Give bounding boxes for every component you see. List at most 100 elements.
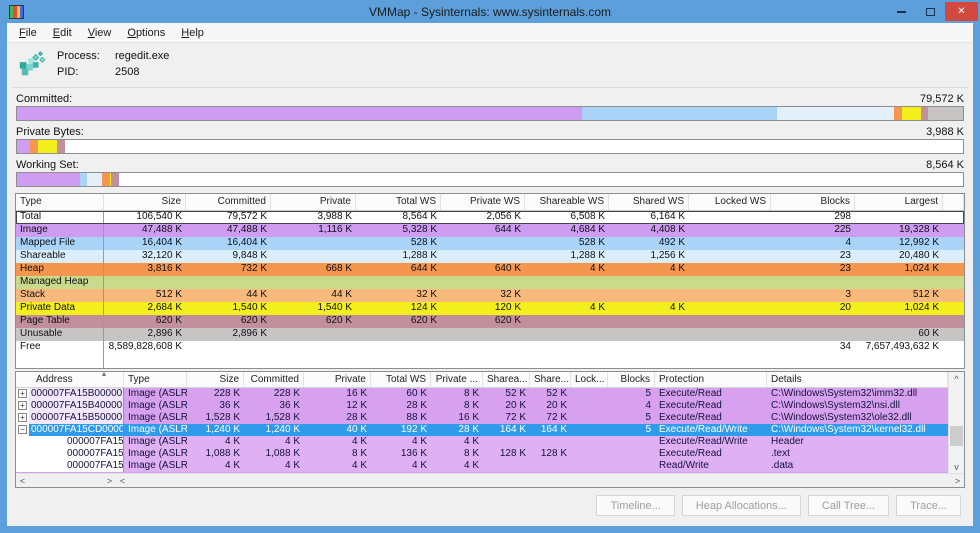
summary-row-free[interactable]: Free8,589,828,608 K347,657,493,632 K (16, 341, 964, 354)
summary-col-type[interactable]: Type (16, 194, 104, 210)
detail-row-4[interactable]: 000007FA15CD0000Image (ASLR)4 K4 K4 K4 K… (16, 436, 948, 448)
summary-col-blocks[interactable]: Blocks (771, 194, 855, 210)
menu-bar: FileEditViewOptionsHelp (7, 23, 973, 43)
summary-row-heap[interactable]: Heap3,816 K732 K668 K644 K640 K4 K4 K231… (16, 263, 964, 276)
bar-segment (582, 107, 777, 120)
detail-col-size[interactable]: Size (187, 372, 244, 387)
detail-col-address[interactable]: Address▴ (16, 372, 124, 387)
bar-segment (928, 107, 963, 120)
scroll-right-icon[interactable]: > (951, 474, 964, 487)
summary-col-size[interactable]: Size (104, 194, 186, 210)
detail-col-type[interactable]: Type (124, 372, 187, 387)
summary-row-private-data[interactable]: Private Data2,684 K1,540 K1,540 K124 K12… (16, 302, 964, 315)
type-cell: Stack (16, 289, 104, 302)
detail-col-private[interactable]: Private ... (431, 372, 483, 387)
detail-col-committed[interactable]: Committed (244, 372, 304, 387)
type-cell: Managed Heap (16, 276, 104, 289)
details-cell: C:\Windows\System32\imm32.dll (767, 388, 948, 400)
scroll-left-icon[interactable]: < (116, 474, 129, 487)
type-cell: Image (ASLR) (124, 388, 187, 400)
process-header: Process: regedit.exe PID: 2508 (7, 43, 973, 81)
scroll-left-icon[interactable]: < (16, 474, 29, 487)
summary-row-total[interactable]: Total106,540 K79,572 K3,988 K8,564 K2,05… (16, 211, 964, 224)
detail-row-0[interactable]: +000007FA15B00000Image (ASLR)228 K228 K1… (16, 388, 948, 400)
collapse-icon[interactable]: − (18, 425, 27, 434)
vertical-scroll-thumb[interactable] (950, 426, 963, 446)
bar-value: 3,988 K (926, 126, 964, 138)
detail-pane: Address▴TypeSizeCommittedPrivateTotal WS… (15, 371, 965, 488)
summary-col-shareable-ws[interactable]: Shareable WS (525, 194, 609, 210)
tree-horizontal-scrollbar[interactable]: < > (16, 474, 116, 487)
summary-col-committed[interactable]: Committed (186, 194, 271, 210)
detail-col-blocks[interactable]: Blocks (608, 372, 655, 387)
detail-col-details[interactable]: Details (767, 372, 948, 387)
type-cell: Image (ASLR) (124, 436, 187, 448)
summary-row-managed-heap[interactable]: Managed Heap (16, 276, 964, 289)
vertical-scrollbar[interactable]: ^ v (948, 372, 964, 473)
detail-col-lock[interactable]: Lock... (571, 372, 608, 387)
protection-cell: Execute/Read (655, 400, 767, 412)
main-horizontal-scrollbar[interactable]: < > (116, 474, 964, 487)
expand-icon[interactable]: + (18, 413, 27, 422)
bar-segment (102, 173, 110, 186)
vmmap-window: VMMap - Sysinternals: www.sysinternals.c… (0, 0, 980, 533)
summary-col-shared-ws[interactable]: Shared WS (609, 194, 689, 210)
footer-buttons: Timeline... Heap Allocations... Call Tree.… (596, 495, 961, 516)
minimize-button[interactable] (887, 2, 916, 21)
bar-segment (894, 107, 903, 120)
close-button[interactable]: ✕ (945, 2, 978, 21)
minimize-icon (897, 11, 906, 13)
summary-col-private-ws[interactable]: Private WS (441, 194, 525, 210)
maximize-button[interactable] (916, 2, 945, 21)
scroll-right-icon[interactable]: > (103, 474, 116, 487)
protection-cell: Execute/Read (655, 448, 767, 460)
button-call-tree[interactable]: Call Tree... (808, 495, 889, 516)
expand-icon[interactable]: + (18, 401, 27, 410)
detail-row-2[interactable]: +000007FA15B50000Image (ASLR)1,528 K1,52… (16, 412, 948, 424)
bar-label: Private Bytes: (16, 126, 84, 138)
protection-cell: Read/Write (655, 460, 767, 472)
client-area: FileEditViewOptionsHelp Process: regedit… (7, 23, 973, 526)
type-cell: Unusable (16, 328, 104, 341)
summary-row-image[interactable]: Image47,488 K47,488 K1,116 K5,328 K644 K… (16, 224, 964, 237)
detail-row-5[interactable]: 000007FA15CD1000Image (ASLR)1,088 K1,088… (16, 448, 948, 460)
detail-col-protection[interactable]: Protection (655, 372, 767, 387)
details-cell: C:\Windows\System32\nsi.dll (767, 400, 948, 412)
button-heap-allocations[interactable]: Heap Allocations... (682, 495, 801, 516)
detail-col-private[interactable]: Private (304, 372, 371, 387)
summary-col-total-ws[interactable]: Total WS (356, 194, 441, 210)
summary-row-stack[interactable]: Stack512 K44 K44 K32 K32 K3512 K (16, 289, 964, 302)
summary-row-unusable[interactable]: Unusable2,896 K2,896 K60 K (16, 328, 964, 341)
summary-row-shareable[interactable]: Shareable32,120 K9,848 K1,288 K1,288 K1,… (16, 250, 964, 263)
summary-col-largest[interactable]: Largest (855, 194, 943, 210)
menu-item-help[interactable]: Help (173, 25, 212, 41)
menu-item-file[interactable]: File (11, 25, 45, 41)
scroll-down-icon[interactable]: v (950, 460, 963, 473)
summary-col-private[interactable]: Private (271, 194, 356, 210)
bar-working-set: Working Set:8,564 K (16, 159, 964, 187)
button-trace[interactable]: Trace... (896, 495, 961, 516)
detail-col-total-ws[interactable]: Total WS (371, 372, 431, 387)
expand-icon[interactable]: + (18, 389, 27, 398)
summary-col-locked-ws[interactable]: Locked WS (689, 194, 771, 210)
main-scroll-track[interactable] (129, 474, 951, 487)
title-bar[interactable]: VMMap - Sysinternals: www.sysinternals.c… (0, 0, 980, 23)
detail-row-3[interactable]: −000007FA15CD0000Image (ASLR)1,240 K1,24… (16, 424, 948, 436)
bar-segment (87, 173, 102, 186)
summary-row-page-table[interactable]: Page Table620 K620 K620 K620 K620 K (16, 315, 964, 328)
menu-item-edit[interactable]: Edit (45, 25, 80, 41)
detail-col-sharea[interactable]: Sharea... (483, 372, 530, 387)
button-timeline[interactable]: Timeline... (596, 495, 674, 516)
menu-item-options[interactable]: Options (119, 25, 173, 41)
tree-scroll-track[interactable] (29, 474, 103, 487)
detail-col-share[interactable]: Share... (530, 372, 571, 387)
bar-segment (111, 173, 118, 186)
summary-row-mapped-file[interactable]: Mapped File16,404 K16,404 K528 K528 K492… (16, 237, 964, 250)
bar-segment (17, 140, 30, 153)
bar-segment (17, 173, 80, 186)
menu-item-view[interactable]: View (80, 25, 120, 41)
detail-row-1[interactable]: +000007FA15B40000Image (ASLR)36 K36 K12 … (16, 400, 948, 412)
vertical-scroll-track[interactable] (949, 385, 964, 460)
detail-row-6[interactable]: 000007FA15DE1000Image (ASLR)4 K4 K4 K4 K… (16, 460, 948, 472)
scroll-up-icon[interactable]: ^ (950, 372, 963, 385)
